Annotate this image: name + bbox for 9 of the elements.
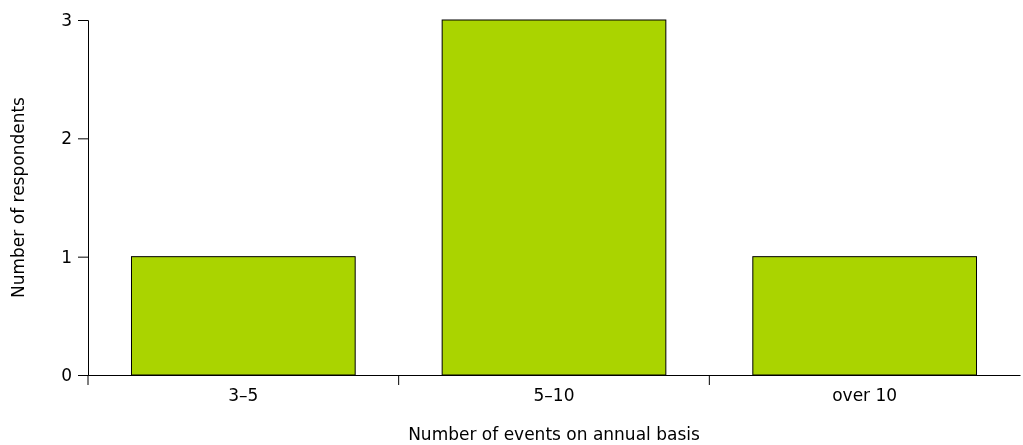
x-tick-label: over 10 bbox=[832, 385, 898, 406]
y-tick-label: 3 bbox=[61, 9, 72, 30]
x-axis-title: Number of events on annual basis bbox=[408, 424, 700, 444]
y-tick-label: 1 bbox=[61, 246, 72, 267]
y-tick-label: 2 bbox=[61, 128, 72, 149]
x-tick-label: 3–5 bbox=[228, 385, 259, 406]
x-tick-label: 5–10 bbox=[533, 385, 575, 406]
y-tick-label: 0 bbox=[61, 364, 72, 385]
y-axis-title: Number of respondents bbox=[8, 96, 28, 298]
